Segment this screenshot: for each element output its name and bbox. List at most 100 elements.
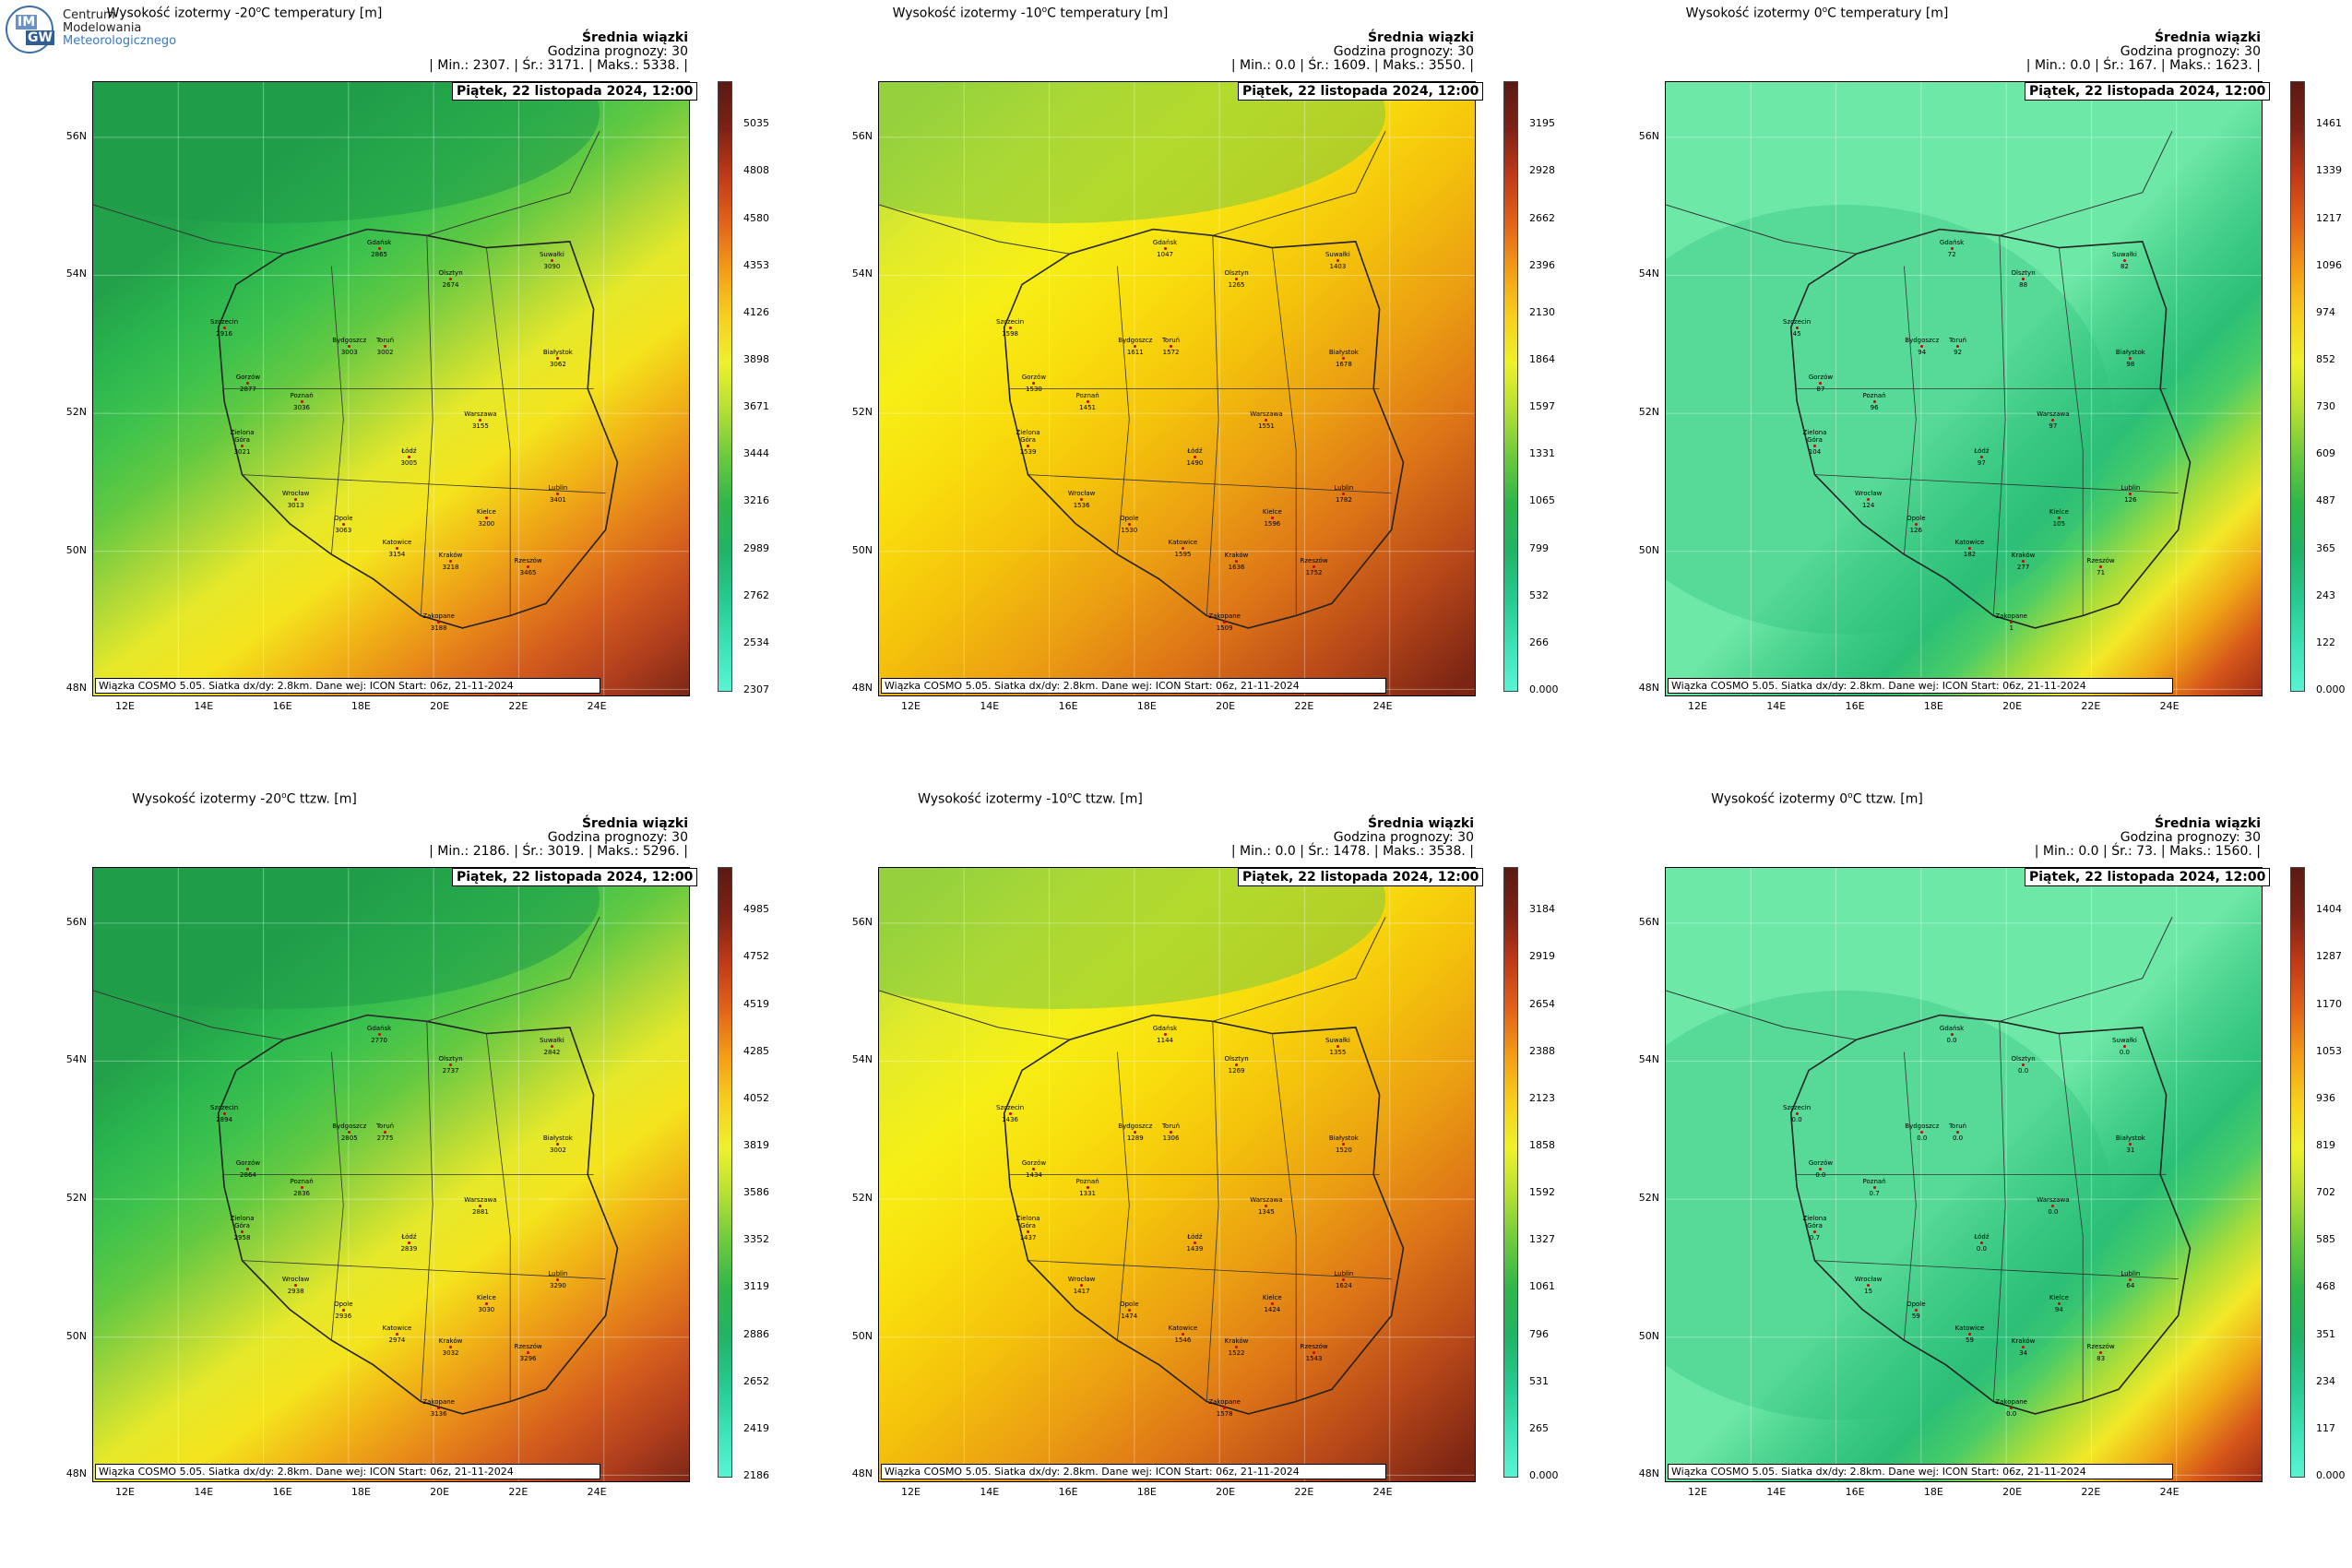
city-value: 1595 [1174, 551, 1192, 559]
city-marker: Zielona Góra 1539 [1010, 429, 1047, 456]
latitude-label: 52N [1638, 406, 1659, 419]
city-value: 2865 [371, 250, 387, 258]
city-value: 2916 [216, 330, 233, 338]
forecast-hour: Godzina prognozy: 30 [2120, 830, 2261, 845]
city-marker: Szczecin 2894 [206, 1104, 243, 1123]
title-degree-mark: o [281, 791, 287, 801]
city-dot [2099, 1351, 2103, 1355]
city-dot [1235, 277, 1239, 280]
city-name: Rzeszów [1300, 1343, 1328, 1351]
city-dot [1920, 344, 1924, 348]
city-name: Gdańsk [366, 238, 392, 246]
city-name: Zakopane [1208, 1398, 1241, 1407]
city-name: Bydgoszcz [332, 336, 367, 344]
longitude-label: 22E [2081, 700, 2101, 712]
city-name: Łódź [1187, 1232, 1203, 1241]
color-scale-tick: 702 [2316, 1186, 2335, 1199]
region-border [1272, 1033, 1297, 1402]
city-dot [1813, 444, 1816, 447]
city-marker: Wrocław 1417 [1063, 1276, 1100, 1295]
city-value: 45 [1792, 330, 1801, 338]
city-marker: Gorzów 0.0 [1802, 1159, 1839, 1179]
city-name: Lublin [1334, 1269, 1354, 1277]
city-value: 3002 [549, 1146, 566, 1155]
city-dot [1950, 246, 1954, 250]
longitude-label: 18E [1136, 700, 1157, 712]
city-marker: Lublin 1624 [1325, 1270, 1362, 1289]
city-name: Zakopane [422, 1398, 455, 1407]
city-dot [1956, 344, 1960, 348]
city-marker: Kraków 277 [2005, 552, 2042, 571]
city-value: 277 [2016, 563, 2030, 571]
city-dot [1819, 1167, 1823, 1170]
city-value: 1439 [1186, 1244, 1204, 1253]
city-value: 1434 [1026, 1170, 1042, 1179]
valid-date: Piątek, 22 listopada 2024, 12:00 [2025, 868, 2271, 886]
city-marker: Gdańsk 72 [1933, 239, 1970, 258]
city-name: Toruń [1161, 1122, 1181, 1130]
city-name: Toruń [375, 336, 395, 344]
latitude-label: 52N [65, 1192, 87, 1205]
latitude-label: 52N [1638, 1192, 1659, 1205]
city-marker: Lublin 3401 [540, 484, 576, 504]
city-value: 1551 [1257, 422, 1275, 430]
city-value: 0.0 [1815, 1170, 1826, 1179]
city-marker: Suwałki 1403 [1319, 251, 1356, 270]
panel-title: Wysokość izotermy -20oC temperatury [m] [0, 6, 646, 21]
longitude-label: 22E [508, 1486, 529, 1498]
min-mean-max-stats: | Min.: 2307. | Śr.: 3171. | Maks.: 5338… [429, 58, 688, 73]
city-dot [1008, 327, 1012, 329]
city-value: 182 [1963, 551, 1977, 559]
city-value: 1490 [1186, 458, 1204, 467]
forecast-hour: Godzina prognozy: 30 [547, 830, 688, 845]
city-name: Kielce [1262, 1294, 1282, 1302]
city-marker: Olsztyn 1269 [1218, 1055, 1255, 1075]
city-value: 104 [1808, 447, 1822, 456]
city-value: 88 [2019, 280, 2028, 289]
isotherm-field [1666, 82, 2262, 695]
color-scale-tick: 243 [2316, 588, 2335, 601]
city-value: 1451 [1079, 403, 1096, 411]
city-name: Kielce [476, 1294, 496, 1302]
latitude-label: 50N [1638, 1329, 1659, 1342]
title-degree-mark: o [1822, 6, 1828, 15]
city-dot [527, 565, 530, 569]
longitude-label: 22E [2081, 1486, 2101, 1498]
city-value: 2936 [335, 1312, 352, 1320]
city-marker: Łódź 2839 [390, 1233, 427, 1253]
city-name: Zielona Góra [230, 1214, 255, 1229]
city-dot [1342, 1277, 1346, 1281]
city-value: 1543 [1305, 1355, 1323, 1363]
longitude-label: 14E [1766, 1486, 1787, 1498]
city-name: Kraków [438, 1336, 463, 1345]
city-name: Opole [1120, 1300, 1139, 1308]
color-scale-tick: 3195 [1529, 117, 1555, 130]
city-name: Rzeszów [2086, 557, 2115, 565]
longitude-label: 24E [2159, 1486, 2180, 1498]
latitude-label: 56N [851, 915, 873, 928]
city-name: Rzeszów [2086, 1343, 2115, 1351]
city-dot [246, 381, 250, 385]
city-value: 83 [2097, 1355, 2106, 1363]
color-scale-tick: 1061 [1529, 1280, 1555, 1293]
city-marker: Bydgoszcz 3003 [331, 337, 368, 356]
stats-block: Średnia wiązki Godzina prognozy: 30 | Min.… [135, 817, 688, 859]
city-dot [1336, 258, 1339, 262]
city-marker: Opole 1474 [1111, 1301, 1147, 1320]
city-value: 1522 [1228, 1348, 1245, 1357]
longitude-label: 14E [1766, 700, 1787, 712]
city-marker: Warszawa 3155 [462, 410, 499, 430]
longitude-label: 24E [587, 1486, 607, 1498]
city-dot [1008, 1112, 1012, 1115]
coastline [879, 130, 1386, 255]
city-name: Katowice [382, 1324, 412, 1333]
city-name: Szczecin [1783, 318, 1812, 326]
city-name: Lublin [548, 483, 568, 492]
city-dot [377, 246, 381, 250]
stats-block: Średnia wiązki Godzina prognozy: 30 | Min.… [1707, 817, 2261, 859]
city-marker: Zakopane 3188 [421, 612, 457, 632]
city-marker: Katowice 182 [1951, 539, 1988, 558]
city-dot [2022, 559, 2025, 563]
region-border [420, 235, 434, 616]
city-dot [384, 344, 387, 348]
